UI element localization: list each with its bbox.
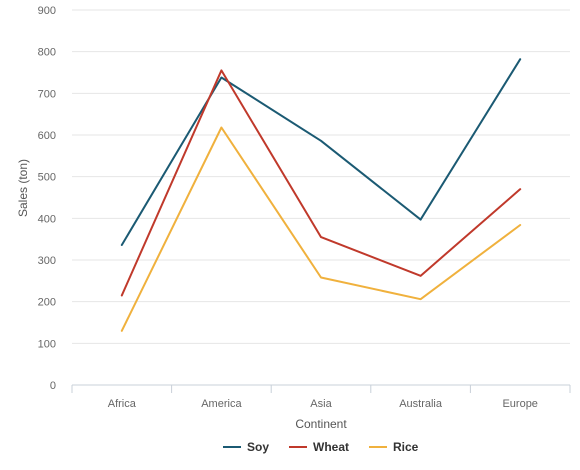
x-tick-label: America xyxy=(201,398,242,410)
y-tick-label: 800 xyxy=(38,47,56,59)
series-lines xyxy=(120,58,522,332)
y-tick-label: 700 xyxy=(38,88,56,100)
y-axis-title: Sales (ton) xyxy=(16,159,30,217)
legend-item-wheat[interactable]: Wheat xyxy=(289,440,349,454)
legend-label: Rice xyxy=(393,440,419,454)
x-tick-label: Africa xyxy=(108,398,137,410)
y-tick-label: 400 xyxy=(38,213,56,225)
series-line-wheat xyxy=(120,69,522,297)
y-tick-label: 900 xyxy=(38,5,56,17)
legend-label: Wheat xyxy=(313,440,349,454)
legend-item-rice[interactable]: Rice xyxy=(369,440,419,454)
legend: Soy Wheat Rice xyxy=(223,440,419,454)
legend-item-soy[interactable]: Soy xyxy=(223,440,269,454)
grid xyxy=(72,9,570,344)
y-tick-label: 0 xyxy=(50,380,56,392)
legend-label: Soy xyxy=(247,440,269,454)
x-axis: Africa America Asia Australia Europe xyxy=(71,384,571,410)
y-tick-label: 200 xyxy=(38,297,56,309)
y-tick-label: 500 xyxy=(38,172,56,184)
x-axis-title: Continent xyxy=(295,417,347,431)
x-tick-label: Australia xyxy=(399,398,443,410)
series-line-soy xyxy=(120,58,522,246)
x-tick-label: Europe xyxy=(502,398,537,410)
y-tick-label: 100 xyxy=(38,338,56,350)
y-axis-ticks: 0 100 200 300 400 500 600 700 800 900 xyxy=(38,5,56,392)
y-tick-label: 300 xyxy=(38,255,56,267)
series-line-rice xyxy=(120,126,522,332)
x-tick-label: Asia xyxy=(310,398,332,410)
y-tick-label: 600 xyxy=(38,130,56,142)
